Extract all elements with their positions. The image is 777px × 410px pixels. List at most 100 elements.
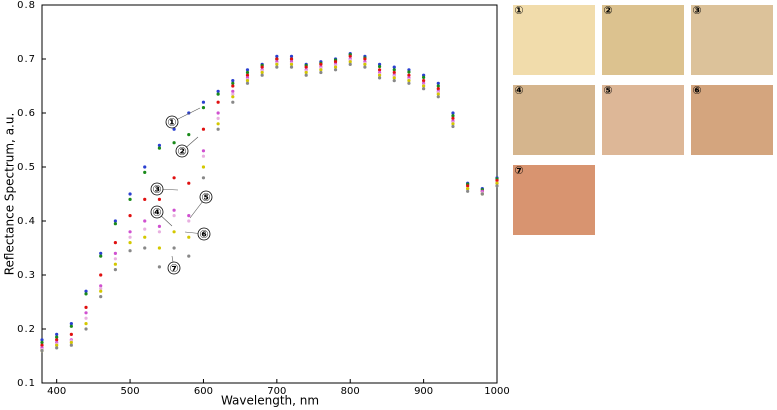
data-point <box>84 322 88 326</box>
swatch-label: ⑥ <box>692 84 701 97</box>
data-point <box>275 65 279 69</box>
data-point <box>495 181 499 185</box>
data-point <box>289 54 294 58</box>
data-point <box>143 197 147 201</box>
data-point <box>348 62 352 66</box>
data-point <box>113 262 117 266</box>
y-tick-label: 0.6 <box>17 108 36 119</box>
data-point <box>216 127 220 131</box>
data-point <box>99 286 103 291</box>
y-tick-label: 0.7 <box>17 54 36 65</box>
skin-swatch <box>602 85 684 155</box>
data-point <box>333 68 338 72</box>
data-point <box>40 338 44 342</box>
data-point <box>99 251 103 255</box>
data-point <box>187 181 191 185</box>
data-point <box>275 57 279 61</box>
data-point <box>451 122 455 126</box>
data-point <box>172 127 176 131</box>
data-point <box>99 273 103 277</box>
data-point <box>84 305 88 309</box>
data-point <box>231 79 235 83</box>
series-label: ⑦ <box>169 262 178 275</box>
data-point <box>99 254 103 258</box>
swatch-label: ④ <box>514 84 523 97</box>
data-point <box>304 65 308 69</box>
data-point <box>289 62 294 66</box>
data-point <box>143 227 147 231</box>
data-point <box>113 219 117 223</box>
x-tick-label: 1000 <box>484 386 509 397</box>
data-point <box>275 54 279 58</box>
y-axis-label: Reflectance Spectrum, a.u. <box>3 113 17 276</box>
data-point <box>407 79 411 83</box>
data-point <box>113 222 117 226</box>
data-point <box>201 154 206 158</box>
data-point <box>157 230 162 234</box>
data-point <box>289 57 294 61</box>
data-point <box>422 84 426 88</box>
x-tick-label: 800 <box>341 386 360 397</box>
label-badge <box>165 115 179 129</box>
series-label: ① <box>167 116 176 129</box>
data-point <box>55 346 59 350</box>
skin-swatch <box>513 85 595 155</box>
data-point <box>172 208 176 212</box>
data-point <box>377 64 382 69</box>
label-badge <box>167 261 181 275</box>
data-point <box>84 289 88 293</box>
series-label: ② <box>177 145 186 158</box>
data-point <box>392 79 396 83</box>
data-point <box>55 332 59 336</box>
x-axis-label: Wavelength, nm <box>221 394 319 408</box>
data-point <box>451 116 455 120</box>
data-point <box>113 268 117 272</box>
data-point <box>201 127 206 131</box>
data-point <box>348 60 352 64</box>
data-point <box>392 65 396 69</box>
y-tick-label: 0.1 <box>17 378 36 389</box>
data-point <box>231 100 235 104</box>
data-point <box>407 73 411 77</box>
data-point <box>128 235 132 239</box>
label-badge <box>199 190 213 204</box>
data-point <box>40 340 44 345</box>
y-tick-label: 0.2 <box>17 324 36 335</box>
data-point <box>187 219 191 223</box>
data-point <box>231 84 235 88</box>
data-point <box>363 57 367 61</box>
data-point <box>55 343 59 347</box>
data-point <box>407 70 411 74</box>
data-point <box>231 81 235 85</box>
y-tick-label: 0.8 <box>17 0 36 11</box>
skin-swatch <box>513 165 595 235</box>
data-point <box>466 189 470 193</box>
data-point <box>436 95 440 99</box>
data-point <box>99 295 103 299</box>
data-point <box>245 79 250 83</box>
data-point <box>275 62 279 66</box>
data-point <box>436 84 440 88</box>
data-point <box>216 111 220 115</box>
data-point <box>422 79 426 83</box>
data-point <box>319 70 323 75</box>
swatch-label: ① <box>514 4 523 17</box>
skin-swatch <box>691 85 773 155</box>
data-point <box>216 100 220 104</box>
data-point <box>201 100 206 104</box>
data-point <box>245 73 250 77</box>
data-point <box>216 92 220 96</box>
data-point <box>99 289 103 293</box>
data-point <box>422 87 426 91</box>
data-point <box>333 65 338 69</box>
data-point <box>84 292 88 296</box>
data-point <box>392 70 396 75</box>
data-point <box>363 65 367 69</box>
data-point <box>260 65 264 69</box>
data-point <box>157 265 162 269</box>
data-point <box>216 122 220 126</box>
data-point <box>260 70 264 75</box>
swatch-label: ③ <box>692 4 701 17</box>
data-point <box>187 235 191 239</box>
